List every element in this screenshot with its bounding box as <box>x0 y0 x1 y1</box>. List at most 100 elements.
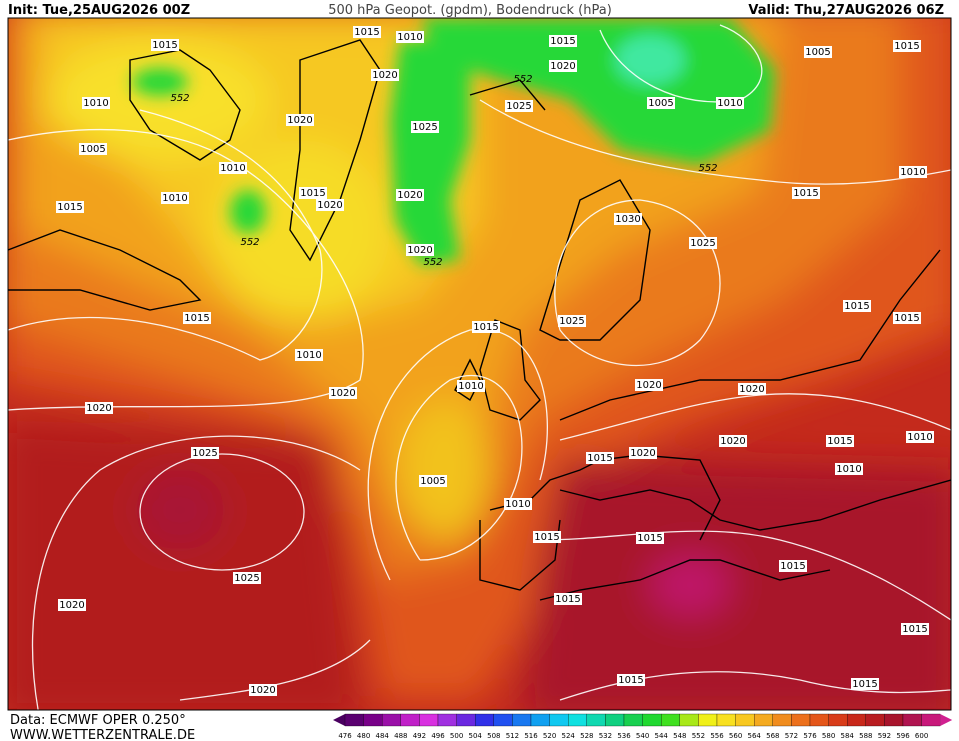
isobar-label: 1015 <box>587 453 612 464</box>
isobar-label: 1015 <box>57 202 82 213</box>
isobar-label-bg <box>689 237 717 249</box>
isobar-label: 1015 <box>534 532 559 543</box>
isobar-label-bg <box>906 431 934 443</box>
colorbar-label: 508 <box>487 732 500 740</box>
colorbar-label: 540 <box>636 732 649 740</box>
isobar-label-bg <box>554 593 582 605</box>
isobar-label: 1005 <box>420 476 445 487</box>
isobar-label-bg <box>558 315 586 327</box>
colorbar-label: 516 <box>524 732 538 740</box>
colorbar-arrow-right <box>940 714 953 726</box>
colorbar-swatch <box>456 713 476 727</box>
isobar-label: 1015 <box>902 624 927 635</box>
isobar-label: 1025 <box>506 101 531 112</box>
geopotential-label: 552 <box>170 93 189 104</box>
isobar-label: 1015 <box>550 36 575 47</box>
colorbar-swatch <box>828 713 848 727</box>
colorbar-swatch <box>512 713 532 727</box>
isobar-label-bg <box>56 201 84 213</box>
data-source: Data: ECMWF OPER 0.250° <box>10 713 186 728</box>
colorbar-swatch <box>791 713 811 727</box>
isobar-label: 1020 <box>720 436 745 447</box>
colorbar-label: 564 <box>748 732 762 740</box>
isobar-label: 1020 <box>550 61 575 72</box>
title: 500 hPa Geopot. (gpdm), Bodendruck (hPa) <box>328 3 612 18</box>
isobar-label: 1030 <box>615 214 640 225</box>
isobar-label: 1020 <box>372 70 397 81</box>
isobar-label: 1020 <box>287 115 312 126</box>
isobar-label: 1015 <box>894 313 919 324</box>
isobar-label-bg <box>738 383 766 395</box>
colorbar-swatch <box>865 713 885 727</box>
isobar-label-bg <box>533 531 561 543</box>
isobar-label-bg <box>396 189 424 201</box>
isobar-label: 1015 <box>184 313 209 324</box>
colorbar-label: 568 <box>766 732 779 740</box>
isobar-label-bg <box>151 39 179 51</box>
isobar-label-bg <box>329 387 357 399</box>
isobar-label-bg <box>161 192 189 204</box>
isobar-label: 1020 <box>407 245 432 256</box>
isobar-label-bg <box>316 199 344 211</box>
colorbar-label: 520 <box>543 732 556 740</box>
isobar-label-bg <box>636 532 664 544</box>
isobar-label: 1005 <box>805 47 830 58</box>
colorbar-label: 548 <box>673 732 686 740</box>
colorbar-swatch <box>493 713 513 727</box>
isobar-label: 1020 <box>86 403 111 414</box>
isobar-label: 1015 <box>793 188 818 199</box>
isobar-label-bg <box>719 435 747 447</box>
isobar-label: 1015 <box>852 679 877 690</box>
isobar-label-bg <box>191 447 219 459</box>
isobar-label-bg <box>893 312 921 324</box>
colorbar-label: 580 <box>822 732 835 740</box>
colorbar-label: 512 <box>506 732 519 740</box>
isobar-label: 1020 <box>630 448 655 459</box>
isobar-label-bg <box>85 402 113 414</box>
map-frame <box>7 17 952 711</box>
isobar-label-bg <box>614 213 642 225</box>
colorbar-swatch <box>902 713 922 727</box>
colorbar-label: 484 <box>376 732 390 740</box>
isobar-label: 1010 <box>397 32 422 43</box>
isobar-label-bg <box>804 46 832 58</box>
isobar-label: 1010 <box>220 163 245 174</box>
isobar-label: 1005 <box>80 144 105 155</box>
isobar-label-bg <box>249 684 277 696</box>
colorbar-swatch <box>884 713 904 727</box>
isobar-label: 1010 <box>162 193 187 204</box>
colorbar-swatch <box>605 713 625 727</box>
isobar-label-bg <box>295 349 323 361</box>
isobar-label-bg <box>505 100 533 112</box>
colorbar-label: 576 <box>803 732 817 740</box>
isobar-label-bg <box>472 321 500 333</box>
isobar-label: 1025 <box>412 122 437 133</box>
colorbar-label: 552 <box>692 732 705 740</box>
isobar-label: 1025 <box>690 238 715 249</box>
isobar-label-bg <box>549 35 577 47</box>
isobar-label-bg <box>58 599 86 611</box>
site: WWW.WETTERZENTRALE.DE <box>10 728 195 741</box>
colorbar-label: 488 <box>394 732 407 740</box>
isobar-label: 1020 <box>330 388 355 399</box>
colorbar-label: 600 <box>915 732 928 740</box>
colorbar-label: 560 <box>729 732 742 740</box>
colorbar-label: 496 <box>431 732 445 740</box>
colorbar-swatch <box>568 713 587 727</box>
colorbar: 476 480 484 488 492 496 500 504 508 512 516 520 524 5… <box>333 713 953 740</box>
isobar-label-bg <box>183 312 211 324</box>
isobar-label-bg <box>635 379 663 391</box>
colorbar-swatch <box>772 713 792 727</box>
isobar-label-bg <box>835 463 863 475</box>
isobar-label-bg <box>79 143 107 155</box>
colorbar-swatch <box>475 713 494 727</box>
isobar-label: 1015 <box>780 561 805 572</box>
colorbar-label: 476 <box>338 732 352 740</box>
geopotential-label: 552 <box>423 257 442 268</box>
isobar-label: 1010 <box>83 98 108 109</box>
colorbar-label: 572 <box>785 732 798 740</box>
geopotential-label: 552 <box>513 74 532 85</box>
isobar-label: 1025 <box>192 448 217 459</box>
colorbar-label: 592 <box>878 732 891 740</box>
